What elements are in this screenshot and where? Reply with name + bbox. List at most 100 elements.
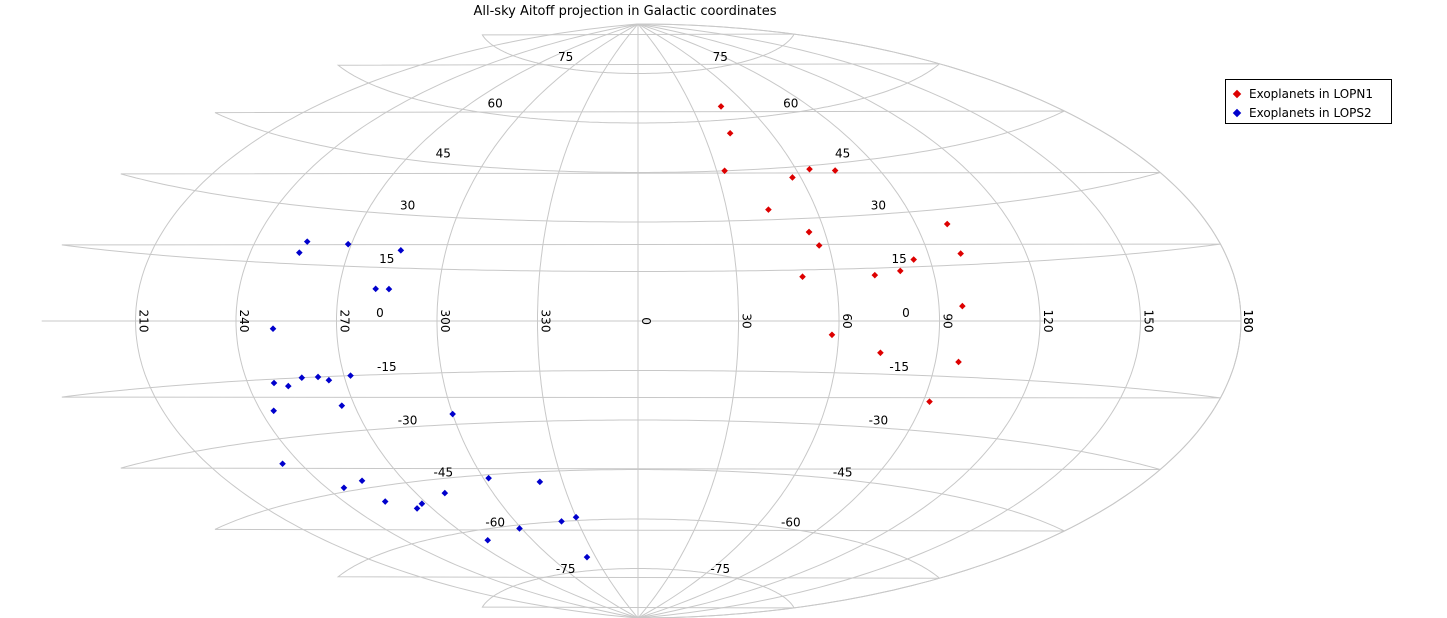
lopn1-data-point xyxy=(955,358,962,366)
parallel-line xyxy=(214,469,1065,532)
lops2-data-point xyxy=(536,478,544,486)
latitude-tick-label: 75 xyxy=(558,50,573,64)
data-points xyxy=(269,103,966,561)
lopn1-data-point xyxy=(721,167,728,175)
lopn1-data-point xyxy=(877,349,884,357)
latitude-tick-label: 45 xyxy=(835,146,850,160)
latitude-tick-label: -75 xyxy=(556,562,576,576)
legend-item-lops2: Exoplanets in LOPS2 xyxy=(1232,104,1372,122)
legend: Exoplanets in LOPN1 Exoplanets in LOPS2 xyxy=(1225,79,1392,124)
parallel-line xyxy=(336,518,940,579)
latitude-tick-label: 45 xyxy=(436,146,451,160)
latitude-tick-label: -75 xyxy=(710,562,730,576)
lops2-data-point xyxy=(413,505,421,512)
graticule xyxy=(41,23,1242,618)
chart-title: All-sky Aitoff projection in Galactic co… xyxy=(473,4,776,19)
longitude-tick-label: 210 xyxy=(137,310,151,333)
lopn1-data-point xyxy=(799,273,806,281)
latitude-tick-label: 60 xyxy=(488,96,503,110)
longitude-tick-label: 150 xyxy=(1142,310,1156,333)
latitude-tick-label: 0 xyxy=(902,306,910,320)
latitude-tick-label: 60 xyxy=(783,96,798,110)
lops2-data-point xyxy=(358,477,366,485)
legend-label: Exoplanets in LOPS2 xyxy=(1249,106,1372,120)
lops2-data-point xyxy=(572,513,580,521)
latitude-tick-label: 75 xyxy=(713,50,728,64)
longitude-tick-label: 60 xyxy=(840,313,854,328)
lopn1-data-point xyxy=(805,228,813,236)
latitude-tick-label: -60 xyxy=(781,516,801,530)
lops2-data-point xyxy=(279,460,286,468)
longitude-tick-label: 240 xyxy=(237,310,251,333)
lops2-data-point xyxy=(583,553,591,561)
parallel-line xyxy=(336,63,940,124)
parallel-line xyxy=(120,172,1161,223)
parallel-line xyxy=(61,370,1221,399)
longitude-tick-label: 180 xyxy=(1241,310,1255,333)
lopn1-data-point xyxy=(910,256,917,263)
lops2-data-point xyxy=(558,518,565,525)
lops2-data-point xyxy=(516,525,523,532)
lops2-data-point xyxy=(372,285,379,293)
lopn1-data-point xyxy=(789,174,796,181)
longitude-tick-label: 180 xyxy=(1241,310,1255,333)
lopn1-data-point xyxy=(896,267,904,275)
lopn1-data-point xyxy=(957,250,964,257)
latitude-tick-label: 15 xyxy=(379,252,394,266)
longitude-tick-label: 30 xyxy=(740,313,754,328)
parallel-line xyxy=(481,33,795,74)
lops2-data-point xyxy=(484,536,492,544)
parallel-line xyxy=(61,243,1221,272)
lopn1-data-point xyxy=(959,302,966,310)
lops2-data-point xyxy=(270,379,278,387)
lops2-data-point xyxy=(298,374,306,381)
lopn1-data-point xyxy=(828,331,836,339)
lops2-data-point xyxy=(344,240,352,248)
lops2-data-point xyxy=(269,325,277,333)
legend-item-lopn1: Exoplanets in LOPN1 xyxy=(1232,85,1374,103)
lops2-data-point xyxy=(296,249,303,256)
lops2-data-point xyxy=(449,410,456,418)
longitude-tick-label: 270 xyxy=(338,310,352,333)
lops2-data-point xyxy=(441,489,449,497)
latitude-tick-label: -45 xyxy=(833,466,853,480)
longitude-tick-label: 0 xyxy=(639,317,653,325)
lops2-data-point xyxy=(340,484,348,492)
lopn1-data-point xyxy=(815,242,823,249)
legend-marker-blue xyxy=(1232,108,1242,118)
latitude-tick-label: -15 xyxy=(377,360,397,374)
lopn1-data-point xyxy=(806,165,813,173)
latitude-tick-label: -45 xyxy=(433,466,453,480)
legend-label: Exoplanets in LOPN1 xyxy=(1249,87,1374,101)
lops2-data-point xyxy=(314,373,322,381)
lopn1-data-point xyxy=(943,220,951,228)
longitude-tick-label: 300 xyxy=(438,310,452,333)
lopn1-data-point xyxy=(717,103,725,110)
lopn1-data-point xyxy=(926,398,933,405)
longitude-tick-label: 90 xyxy=(941,313,955,328)
lops2-data-point xyxy=(385,285,393,293)
latitude-tick-label: 15 xyxy=(892,252,907,266)
lops2-data-point xyxy=(381,498,389,505)
lops2-data-point xyxy=(270,407,277,415)
lops2-data-point xyxy=(418,500,426,508)
lops2-data-point xyxy=(347,372,354,379)
parallel-line xyxy=(120,419,1161,470)
legend-marker-red xyxy=(1232,89,1242,99)
lops2-data-point xyxy=(397,247,405,254)
lops2-data-point xyxy=(284,382,292,390)
latitude-tick-label: -60 xyxy=(485,516,505,530)
latitude-tick-label: 30 xyxy=(400,199,415,213)
lopn1-data-point xyxy=(765,206,772,213)
lops2-data-point xyxy=(485,474,492,482)
lops2-data-point xyxy=(338,402,346,409)
longitude-tick-label: 330 xyxy=(539,310,553,333)
longitude-tick-label: 120 xyxy=(1041,310,1055,333)
lops2-data-point xyxy=(325,376,333,384)
lops2-data-point xyxy=(303,238,311,245)
latitude-tick-label: 30 xyxy=(871,199,886,213)
lopn1-data-point xyxy=(831,167,839,174)
lopn1-data-point xyxy=(871,271,879,279)
